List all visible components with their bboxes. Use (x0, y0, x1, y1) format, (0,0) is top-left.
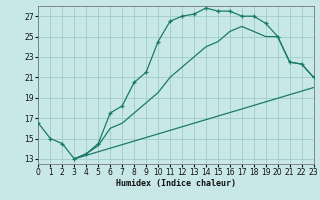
X-axis label: Humidex (Indice chaleur): Humidex (Indice chaleur) (116, 179, 236, 188)
